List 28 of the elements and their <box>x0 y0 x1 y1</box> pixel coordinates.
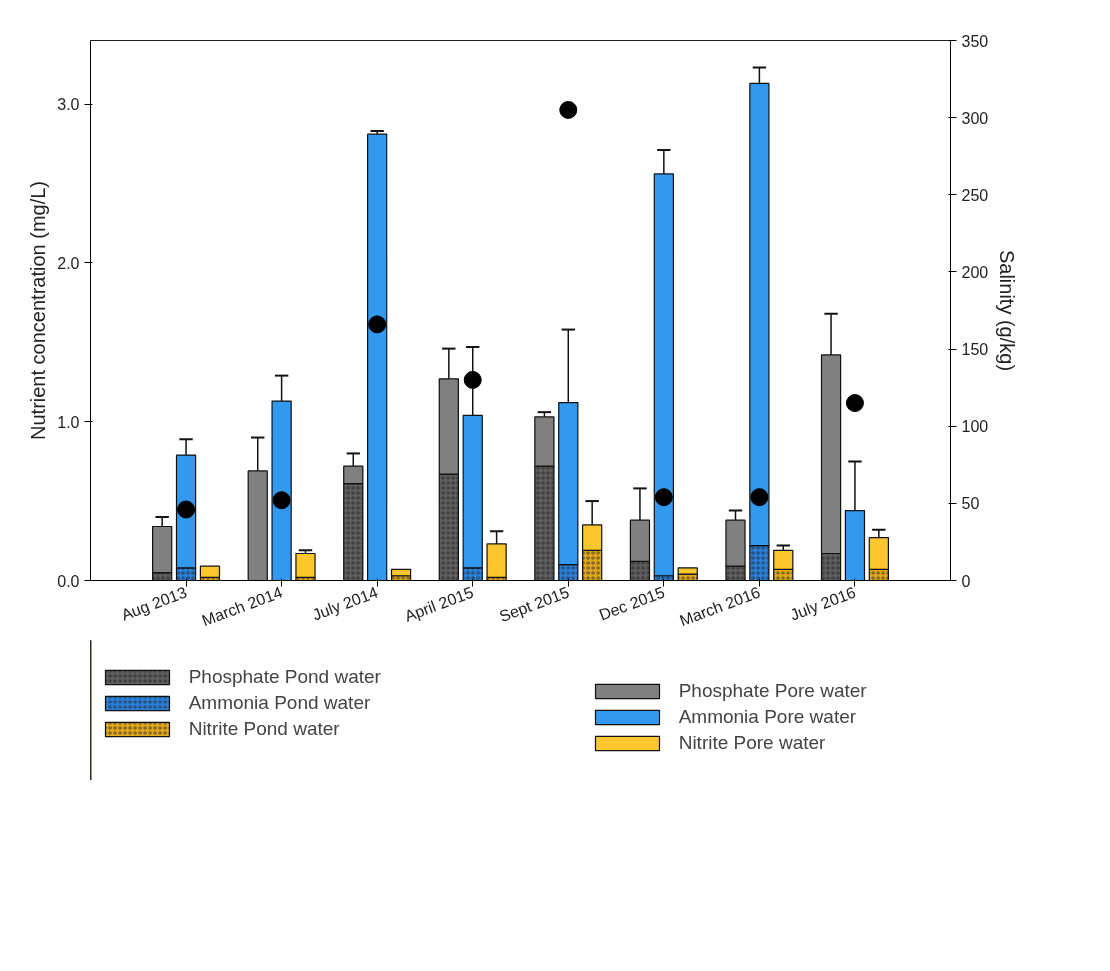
x-tick-label: April 2015 <box>402 583 476 625</box>
legend-label: Nitrite Pond water <box>188 718 340 740</box>
y-axis-title: Nutrient concentration (mg/L) <box>27 180 50 440</box>
x-tick-label: March 2016 <box>677 583 763 630</box>
y-tick-label: 0.0 <box>57 572 80 590</box>
legend-label: Ammonia Pore water <box>678 706 857 728</box>
y2-tick-label: 50 <box>961 495 980 513</box>
y2-tick-label: 250 <box>961 186 989 204</box>
legend-label: Phosphate Pore water <box>678 680 867 702</box>
x-tick-label: Dec 2015 <box>596 583 667 624</box>
y-tick-label: 1.0 <box>57 413 80 431</box>
y-tick-label: 3.0 <box>57 96 80 114</box>
y2-tick-label: 300 <box>961 109 989 127</box>
legend-label: Nitrite Pore water <box>678 732 826 754</box>
y-tick-label: 2.0 <box>57 254 80 272</box>
legend-label: Ammonia Pond water <box>188 692 371 714</box>
y2-tick-label: 100 <box>961 418 989 436</box>
y2-axis-title: Salinity (g/kg) <box>996 249 1019 372</box>
y2-tick-label: 200 <box>961 263 989 281</box>
y2-tick-label: 0 <box>961 572 971 590</box>
x-tick-label: July 2014 <box>310 583 381 624</box>
x-tick-label: Sept 2015 <box>497 583 572 626</box>
x-tick-label: March 2014 <box>199 583 285 630</box>
x-tick-label: Aug 2013 <box>118 583 190 624</box>
y2-tick-label: 350 <box>961 32 989 50</box>
y2-tick-label: 150 <box>961 341 989 359</box>
legend-label: Phosphate Pond water <box>188 666 381 688</box>
x-tick-label: July 2016 <box>787 583 859 624</box>
